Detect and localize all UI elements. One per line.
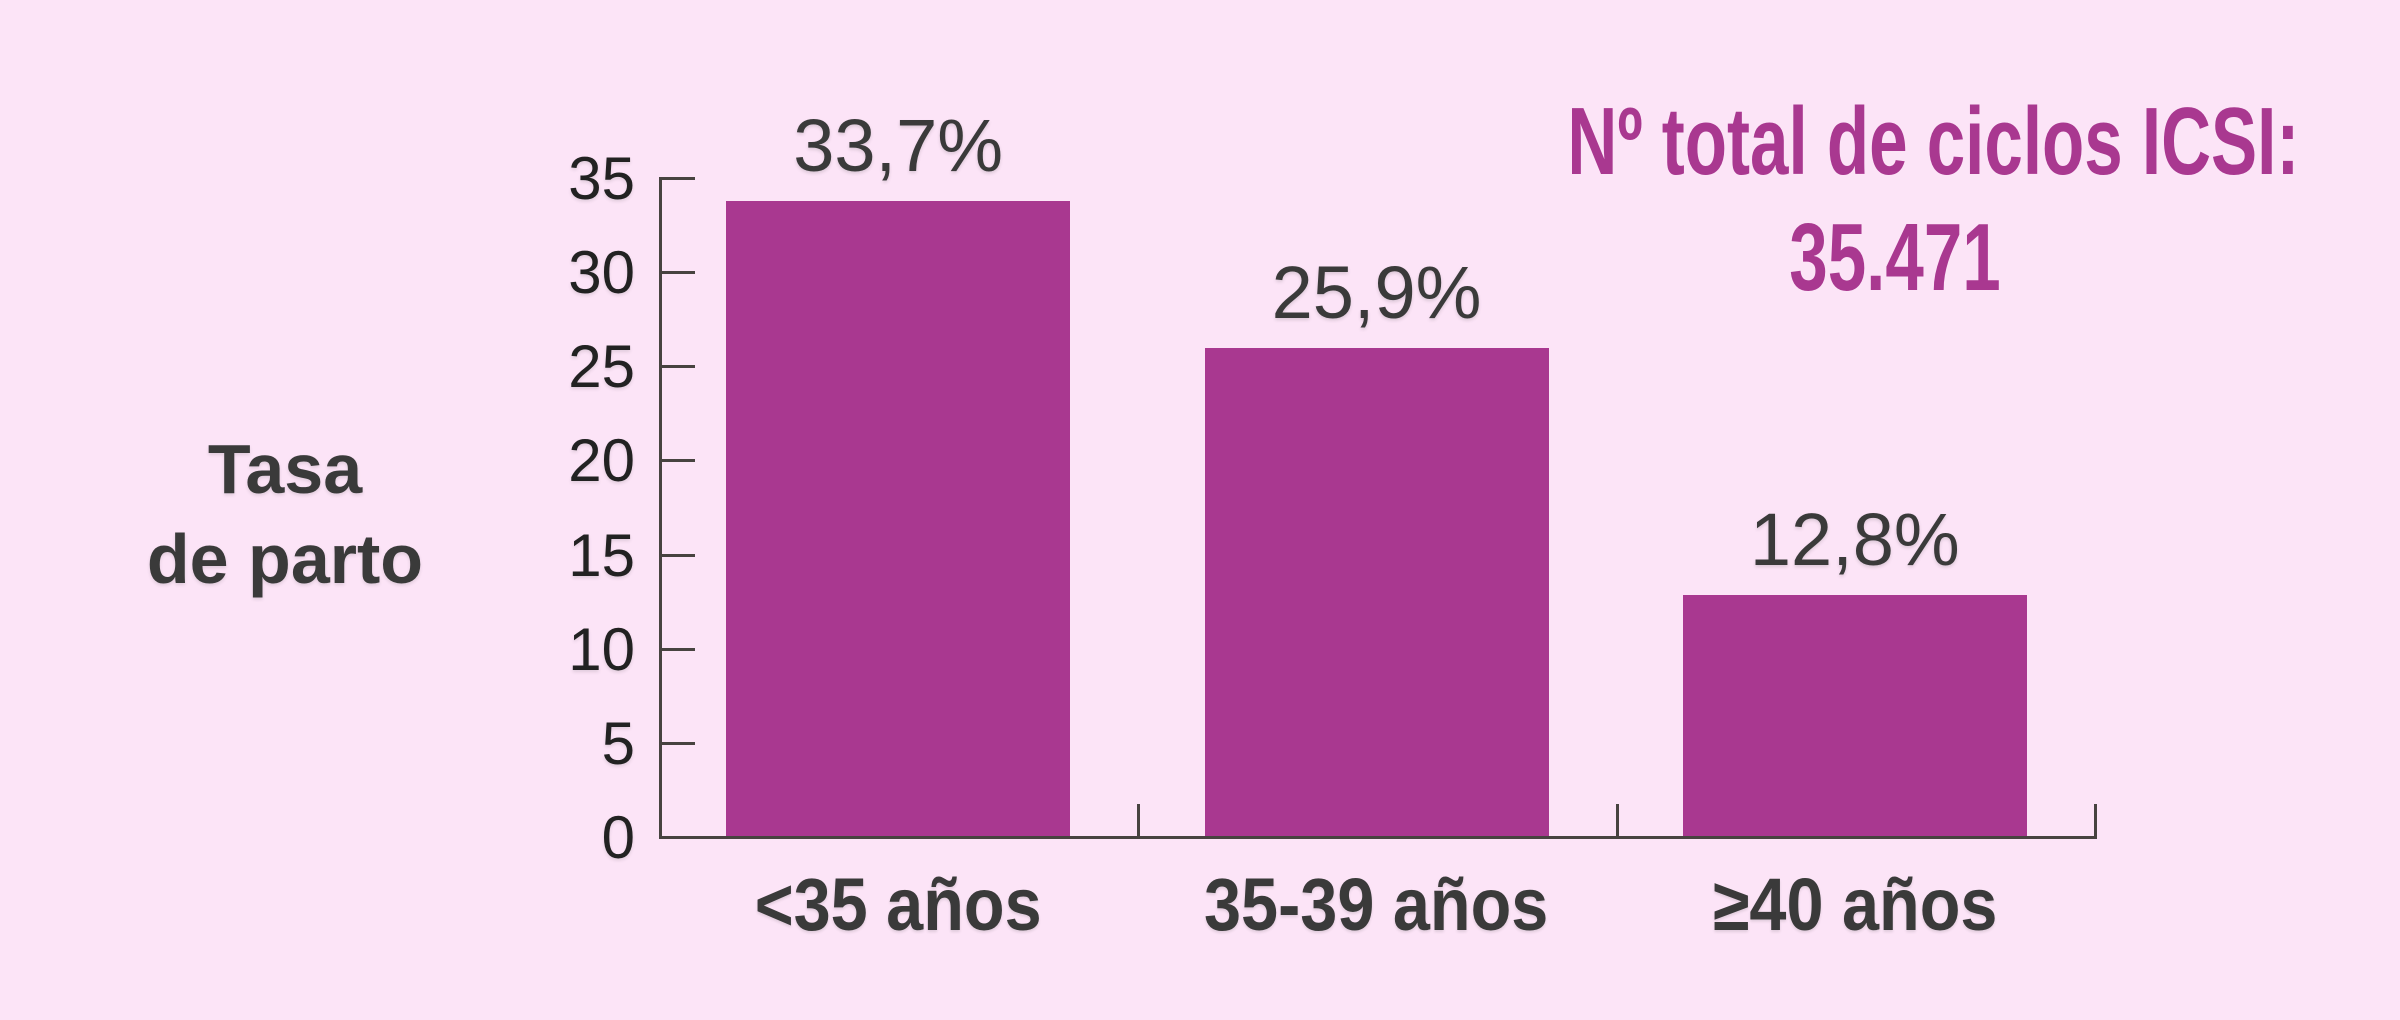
x-tick [2094, 804, 2097, 836]
annotation-line-2: 35.471 [1789, 204, 2001, 311]
y-tick [662, 177, 695, 180]
bar [726, 201, 1071, 836]
x-tick [1615, 804, 1619, 836]
bar-value-label: 12,8% [1749, 497, 1960, 581]
y-tick-label: 10 [568, 615, 635, 683]
y-tick [662, 459, 695, 463]
y-tick-label: 25 [568, 333, 635, 401]
y-tick-label: 15 [568, 521, 635, 589]
y-tick [662, 365, 695, 369]
y-axis-title-line-1: Tasa [207, 430, 363, 508]
y-tick [662, 271, 695, 275]
x-axis-line [659, 836, 2097, 839]
y-tick [662, 647, 695, 651]
y-axis-title-line-2: de parto [146, 520, 424, 598]
y-tick [662, 741, 695, 745]
x-tick [1137, 804, 1141, 836]
y-tick-label: 0 [601, 804, 635, 871]
x-category-label: 35-39 años [1204, 863, 1549, 946]
total-cycles-annotation: Nº total de ciclos ICSI: 35.471 [1440, 84, 2350, 316]
y-tick-label: 20 [568, 427, 635, 495]
y-tick-label: 30 [568, 239, 635, 307]
y-axis-title: Tasa de parto [85, 424, 485, 604]
y-tick [662, 553, 695, 557]
x-category-label: ≥40 años [1712, 863, 1998, 946]
y-tick-label: 35 [568, 145, 635, 212]
annotation-line-1: Nº total de ciclos ICSI: [1567, 88, 2300, 195]
y-axis-line [659, 177, 662, 839]
x-category-label: <35 años [754, 863, 1042, 946]
bar-value-label: 25,9% [1271, 251, 1482, 335]
y-tick-label: 5 [601, 709, 635, 777]
bar [1682, 594, 2027, 836]
bar [1204, 348, 1549, 836]
bar-value-label: 33,7% [793, 104, 1004, 188]
